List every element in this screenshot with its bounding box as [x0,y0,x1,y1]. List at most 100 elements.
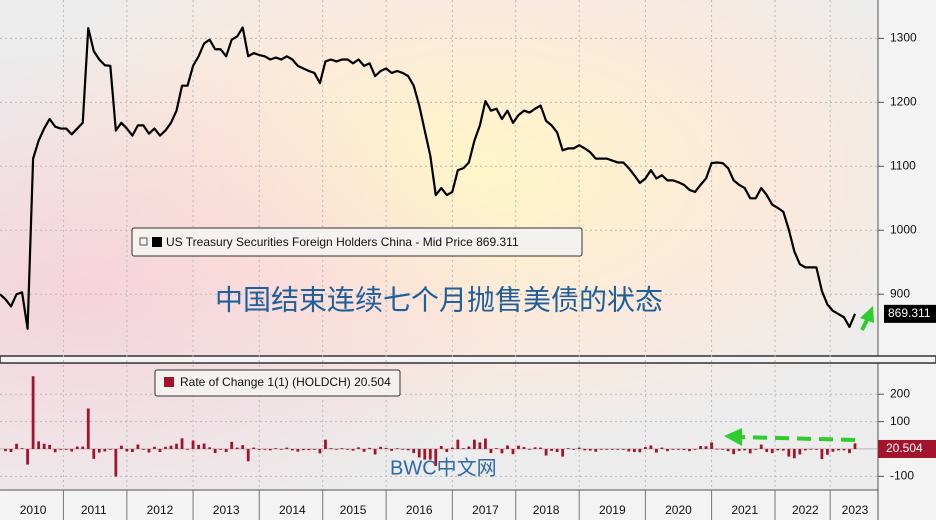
y-tick-label: 1200 [890,95,917,109]
bar [307,448,311,451]
legend-bar: Rate of Change 1(1) (HOLDCH) 20.504 [154,369,401,397]
panel-separator [0,355,936,364]
x-tick-label: 2018 [533,503,560,517]
bar [853,443,857,449]
bar [660,447,664,449]
bar [677,448,680,450]
bar [721,448,725,450]
bar [809,448,813,450]
bar [53,448,57,453]
bar [484,438,487,449]
x-tick-label: 2020 [665,503,692,517]
bar [506,445,509,449]
bar [384,447,388,449]
bar [213,448,217,454]
bar [296,448,300,452]
bar [781,448,785,451]
bar [417,448,421,458]
bar [787,448,791,457]
bar [274,448,278,449]
value-tag-bg [884,304,936,323]
bar [235,447,239,449]
x-tick-label: 2016 [406,503,433,517]
legend-line: US Treasury Securities Foreign Holders C… [131,227,583,257]
bar [842,448,846,451]
bar [561,448,565,457]
bar [318,448,322,454]
legend-label: Rate of Change 1(1) (HOLDCH) [180,375,351,389]
bar [544,448,548,456]
x-tick-label: 2023 [842,503,869,517]
data-line [0,26,857,330]
bar [500,448,504,454]
bar [412,448,416,454]
bar [197,444,200,449]
bar [136,444,140,449]
bar [693,448,697,450]
axis-background [878,0,936,520]
bar [688,448,691,452]
bar [59,448,63,450]
x-tick-label: 2019 [599,503,626,517]
bar [252,447,256,449]
y-tick-label: 1000 [890,222,917,236]
bar [175,443,178,449]
bar [533,447,537,449]
x-tick-label: 2011 [81,503,107,517]
bar [268,448,272,451]
bar [638,448,642,453]
bar [401,448,405,450]
svg-text:Rate of Change 1(1) (HOLDCH) 2: Rate of Change 1(1) (HOLDCH) 20.504 [180,375,391,389]
bar [241,445,245,449]
bar [279,448,283,450]
bar [219,448,223,450]
bar [627,448,631,452]
bar [313,448,316,450]
bar [517,445,520,449]
bar [599,448,603,450]
bar [114,448,118,477]
bar [671,448,675,450]
svg-text:US Treasury Securities Foreign: US Treasury Securities Foreign Holders C… [166,235,519,249]
bar [803,448,807,451]
bar [15,443,18,449]
y-tick-label: 900 [890,286,910,300]
bar [588,448,592,451]
bar [390,448,394,451]
bar [373,448,377,455]
bar [119,445,123,449]
value-tag: 20.504 [886,441,923,455]
bar [20,448,24,449]
bar [621,448,625,450]
bar [37,441,41,449]
annotation: 中国结束连续七个月抛售美债的状态 [215,284,663,315]
bar [153,446,156,449]
bar [616,448,620,450]
bar [97,448,101,453]
bar [4,448,7,452]
x-tick-label: 2014 [279,503,306,517]
value-tag-bg [878,439,936,458]
bar [710,442,713,449]
bar [340,448,344,449]
bar [290,448,294,451]
bar [643,447,647,449]
bar [704,446,708,449]
bar [798,448,802,455]
bar [81,446,85,449]
bar [792,448,796,459]
bar [395,448,399,449]
bar [164,446,167,449]
x-tick-label: 2017 [472,503,499,517]
bar [75,446,79,449]
bar [605,448,609,450]
bar [472,439,476,449]
bar [511,448,515,455]
bar [246,448,250,462]
y-tick-label: 200 [890,386,910,400]
bar [776,448,780,451]
bar [357,447,360,449]
bar [632,448,636,452]
